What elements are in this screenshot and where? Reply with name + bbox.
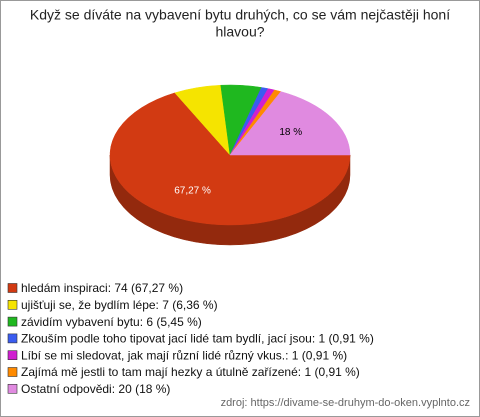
legend-label: závidím vybavení bytu: 6 (5,45 %) — [21, 315, 202, 329]
slice — [109, 92, 351, 226]
legend-swatch — [7, 333, 18, 344]
legend-swatch — [7, 283, 18, 293]
legend-label: Ostatní odpovědi: 20 (18 %) — [21, 382, 170, 396]
legend-label: Zkouším podle toho tipovat jací lidé tam… — [21, 332, 374, 346]
slice-label: 67,27 % — [174, 186, 211, 197]
legend-swatch — [7, 299, 18, 310]
legend-swatch — [7, 350, 18, 361]
chart-title: hlavou? — [215, 24, 264, 40]
legend-swatch — [7, 383, 18, 394]
legend-label: Líbí se mi sledovat, jak mají různí lidé… — [21, 348, 347, 362]
legend-swatch — [7, 367, 18, 377]
legend-label: hledám inspiraci: 74 (67,27 %) — [21, 281, 183, 295]
legend-label: ujišťuji se, že bydlím lépe: 7 (6,36 %) — [21, 298, 218, 312]
slice — [229, 91, 351, 156]
legend-swatch — [7, 316, 18, 327]
source: zdroj: https://divame-se-druhym-do-oken.… — [221, 397, 470, 409]
chart-title: Když se díváte na vybavení bytu druhých,… — [30, 7, 450, 23]
legend-label: Zajímá mě jestli to tam mají hezky a útu… — [21, 365, 360, 379]
slice-label: 18 % — [279, 127, 302, 138]
